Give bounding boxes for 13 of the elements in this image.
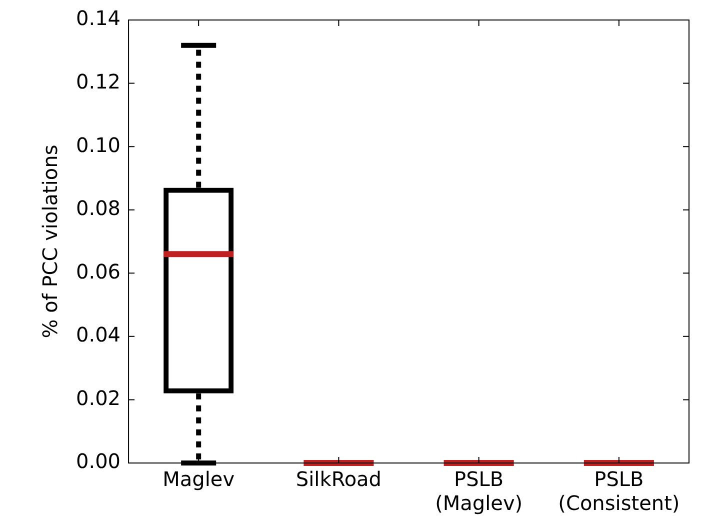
y-tick-label: 0.12 (76, 69, 121, 94)
x-tick-label: Maglev (162, 467, 235, 492)
y-tick-label: 0.14 (76, 6, 121, 30)
y-tick-label: 0.06 (76, 259, 121, 284)
y-tick-label: 0.10 (76, 132, 121, 157)
y-tick-label: 0.00 (76, 449, 121, 474)
y-tick-label: 0.08 (76, 196, 121, 220)
x-tick-label: PSLB (Consistent) (558, 467, 680, 516)
x-tick-label: SilkRoad (296, 467, 382, 492)
x-tick-label: PSLB (Maglev) (435, 467, 523, 516)
y-axis-title: % of PCC violations (38, 144, 62, 338)
y-tick-label: 0.02 (76, 386, 121, 410)
y-tick-label: 0.04 (76, 322, 121, 347)
